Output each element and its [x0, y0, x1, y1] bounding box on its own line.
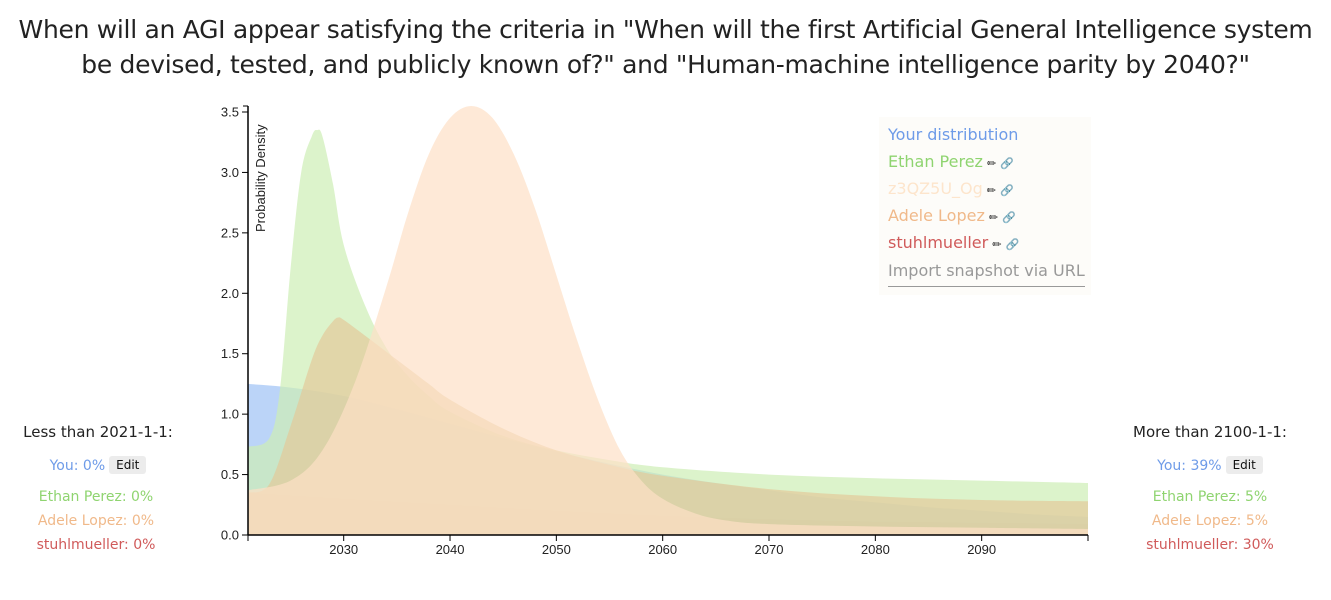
left-tail-header: Less than 2021-1-1: [23, 423, 173, 441]
right-tail-row-ethan-perez: Ethan Perez: 5% [1152, 489, 1268, 505]
legend-item-ethan-perez[interactable]: Ethan Perez ✏ 🔗 [888, 152, 1014, 174]
y-tick-label: 2.5 [221, 225, 239, 240]
density-areas [248, 106, 1088, 535]
chart-title: When will an AGI appear satisfying the c… [0, 12, 1331, 82]
legend-label: stuhlmueller [888, 233, 989, 252]
left-tail-row-ethan-perez: Ethan Perez: 0% [38, 489, 154, 505]
y-tick-label: 3.0 [221, 165, 239, 180]
y-tick-label: 0.0 [221, 528, 239, 543]
legend-label: Your distribution [888, 125, 1019, 144]
y-tick-label: 2.0 [221, 286, 239, 301]
x-tick-label: 2030 [329, 542, 358, 557]
import-snapshot-link[interactable]: Import snapshot via URL [888, 261, 1085, 287]
area-z3qz5u-og [248, 106, 1088, 535]
legend-label: Adele Lopez [888, 206, 985, 225]
x-tick-label: 2070 [755, 542, 784, 557]
legend-item-your-distribution[interactable]: Your distribution [888, 125, 1018, 145]
link-icon[interactable]: 🔗 [1005, 238, 1020, 251]
right-tail-row-adele-lopez: Adele Lopez: 5% [1151, 513, 1269, 529]
y-tick-label: 1.0 [221, 407, 239, 422]
left-edit-button[interactable]: Edit [109, 456, 147, 474]
right-tail-row-stuhlmueller: stuhlmueller: 30% [1146, 537, 1274, 553]
left-tail-you-row: You: 0% Edit [0, 456, 196, 474]
x-tick-label: 2040 [436, 542, 465, 557]
link-icon[interactable]: 🔗 [1000, 184, 1014, 197]
legend-label: z3QZ5U_Og [888, 179, 983, 198]
right-tail-you-row: You: 39% Edit [1110, 456, 1310, 474]
left-tail-panel: Less than 2021-1-1: You: 0% Edit Ethan Pe… [0, 423, 196, 563]
legend: Your distribution Ethan Perez ✏ 🔗 z3QZ5U_O… [879, 117, 1091, 295]
pencil-icon[interactable]: ✏ [992, 238, 1002, 251]
legend-item-adele-lopez[interactable]: Adele Lopez ✏ 🔗 [888, 206, 1016, 228]
right-tail-panel: More than 2100-1-1: You: 39% Edit Ethan P… [1110, 423, 1310, 563]
left-tail-row-adele-lopez: Adele Lopez: 0% [37, 513, 155, 529]
y-tick-label: 1.5 [221, 346, 239, 361]
right-tail-you-value: You: 39% [1157, 458, 1222, 474]
x-tick-label: 2080 [861, 542, 890, 557]
left-tail-row-stuhlmueller: stuhlmueller: 0% [36, 537, 156, 553]
y-tick-label: 3.5 [221, 105, 239, 120]
pencil-icon[interactable]: ✏ [986, 184, 996, 197]
link-icon[interactable]: 🔗 [1000, 157, 1014, 170]
legend-item-stuhlmueller[interactable]: stuhlmueller ✏ 🔗 [888, 233, 1019, 255]
pencil-icon[interactable]: ✏ [988, 211, 999, 224]
legend-item-z3qz5u-og[interactable]: z3QZ5U_Og ✏ 🔗 [888, 179, 1014, 201]
y-tick-label: 0.5 [221, 467, 239, 482]
legend-label: Ethan Perez [888, 152, 983, 171]
x-tick-label: 2090 [967, 542, 996, 557]
y-axis-label: Probability Density [253, 124, 268, 232]
x-tick-label: 2050 [542, 542, 571, 557]
pencil-icon[interactable]: ✏ [986, 157, 997, 170]
left-tail-you-value: You: 0% [49, 458, 106, 474]
link-icon[interactable]: 🔗 [1002, 211, 1016, 224]
chart-title-line-1: When will an AGI appear satisfying the c… [18, 15, 1313, 44]
chart-title-line-2: be devised, tested, and publicly known o… [81, 50, 1250, 79]
right-tail-header: More than 2100-1-1: [1133, 423, 1287, 441]
x-tick-label: 2060 [648, 542, 677, 557]
right-edit-button[interactable]: Edit [1225, 456, 1263, 474]
axes: 0.0 0.5 1.0 1.5 2.0 2.5 3.0 3.5 2030 2040 2050 2060… [221, 105, 1089, 557]
